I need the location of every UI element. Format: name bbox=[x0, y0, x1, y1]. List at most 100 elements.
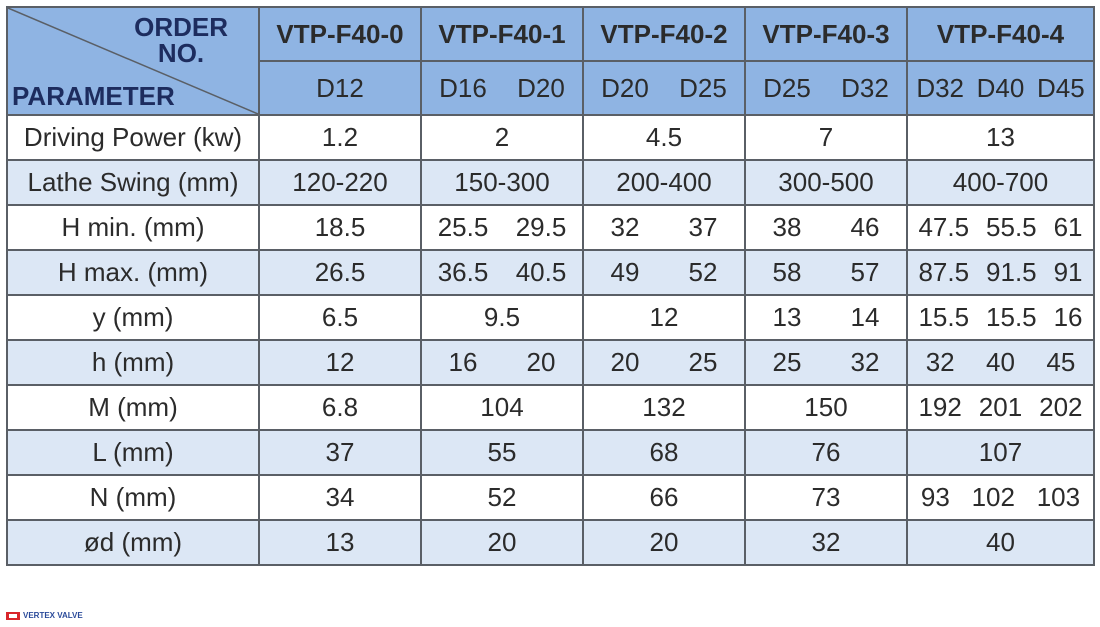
cell-value: 20 bbox=[649, 527, 679, 557]
cell-values: 38 46 bbox=[747, 212, 905, 243]
cell-value: 120-220 bbox=[292, 167, 388, 197]
cell-values: 40 bbox=[909, 527, 1092, 558]
cell-values: 20 25 bbox=[585, 347, 743, 378]
cell-value: 16 bbox=[448, 347, 478, 377]
cell-value: 52 bbox=[688, 257, 718, 287]
cell-value: 49 bbox=[610, 257, 640, 287]
cell-value: 25 bbox=[772, 347, 802, 377]
data-cell: 7 bbox=[744, 114, 908, 161]
cell-value: 32 bbox=[811, 527, 841, 557]
data-cell: 15.5 15.5 16 bbox=[906, 294, 1095, 341]
cell-value: 73 bbox=[811, 482, 841, 512]
cell-value: 58 bbox=[772, 257, 802, 287]
cell-values: 120-220 bbox=[261, 167, 419, 198]
logo-text: VERTEX VALVE bbox=[23, 611, 83, 620]
cell-value: 107 bbox=[978, 437, 1023, 467]
cell-values: 16 20 bbox=[423, 347, 581, 378]
row-label: ød (mm) bbox=[6, 519, 260, 566]
data-cell: 300-500 bbox=[744, 159, 908, 206]
data-cell: 13 14 bbox=[744, 294, 908, 341]
cell-values: 34 bbox=[261, 482, 419, 513]
cell-value: 47.5 bbox=[918, 212, 970, 242]
data-row: H max. (mm) 26.5 36.5 40.5 49 52 58 57 87.5 91.5 9… bbox=[6, 249, 1095, 296]
cell-value: 150 bbox=[804, 392, 848, 422]
data-cell: 36.5 40.5 bbox=[420, 249, 584, 296]
data-cell: 73 bbox=[744, 474, 908, 521]
size-cell: D32 D40 D45 bbox=[906, 60, 1095, 116]
cell-value: 13 bbox=[772, 302, 802, 332]
cell-values: 73 bbox=[747, 482, 905, 513]
cell-value: 76 bbox=[811, 437, 841, 467]
data-cell: 87.5 91.5 91 bbox=[906, 249, 1095, 296]
cell-value: 87.5 bbox=[918, 257, 970, 287]
cell-value: 103 bbox=[1036, 482, 1081, 512]
data-cell: 25 32 bbox=[744, 339, 908, 386]
corner-cell: ORDER NO. PARAMETER bbox=[6, 6, 260, 116]
cell-values: 37 bbox=[261, 437, 419, 468]
cell-value: 7 bbox=[818, 122, 834, 152]
data-cell: 68 bbox=[582, 429, 746, 476]
cell-value: 45 bbox=[1046, 347, 1076, 377]
data-cell: 37 bbox=[258, 429, 422, 476]
cell-value: 20 bbox=[526, 347, 556, 377]
cell-value: 91.5 bbox=[986, 257, 1037, 287]
cell-value: 192 bbox=[918, 392, 962, 422]
cell-values: 13 bbox=[909, 122, 1092, 153]
cell-values: 68 bbox=[585, 437, 743, 468]
data-cell: 93 102 103 bbox=[906, 474, 1095, 521]
cell-values: 12 bbox=[261, 347, 419, 378]
data-row: H min. (mm) 18.5 25.5 29.5 32 37 38 46 47.5 55.5 6… bbox=[6, 204, 1095, 251]
cell-value: D20 bbox=[517, 72, 565, 103]
cell-values: 25.5 29.5 bbox=[423, 212, 581, 243]
row-label: N (mm) bbox=[6, 474, 260, 521]
cell-values: 300-500 bbox=[747, 167, 905, 198]
cell-value: 18.5 bbox=[314, 212, 366, 242]
cell-values: 107 bbox=[909, 437, 1092, 468]
cell-value: 12 bbox=[649, 302, 679, 332]
cell-value: 55.5 bbox=[986, 212, 1037, 242]
cell-values: 7 bbox=[747, 122, 905, 153]
data-cell: 52 bbox=[420, 474, 584, 521]
cell-value: 32 bbox=[610, 212, 640, 242]
spec-table: ORDER NO. PARAMETER VTP-F40-0 VTP-F40-1 VTP-F… bbox=[6, 6, 1095, 566]
data-cell: 58 57 bbox=[744, 249, 908, 296]
cell-value: 400-700 bbox=[952, 167, 1049, 197]
data-cell: 18.5 bbox=[258, 204, 422, 251]
cell-values: 13 14 bbox=[747, 302, 905, 333]
data-cell: 55 bbox=[420, 429, 584, 476]
size-cell: D16 D20 bbox=[420, 60, 584, 116]
data-cell: 6.8 bbox=[258, 384, 422, 431]
cell-value: 26.5 bbox=[314, 257, 366, 287]
data-cell: 20 bbox=[582, 519, 746, 566]
cell-value: 40.5 bbox=[515, 257, 567, 287]
cell-value: 16 bbox=[1053, 302, 1083, 332]
cell-values: 150 bbox=[747, 392, 905, 423]
cell-value: 2 bbox=[494, 122, 510, 152]
row-label: L (mm) bbox=[6, 429, 260, 476]
data-cell: 4.5 bbox=[582, 114, 746, 161]
cell-values: 200-400 bbox=[585, 167, 743, 198]
data-cell: 26.5 bbox=[258, 249, 422, 296]
cell-value: 104 bbox=[480, 392, 524, 422]
data-cell: 13 bbox=[258, 519, 422, 566]
cell-values: D12 bbox=[261, 73, 419, 104]
cell-value: 13 bbox=[325, 527, 355, 557]
row-label: M (mm) bbox=[6, 384, 260, 431]
data-cell: 107 bbox=[906, 429, 1095, 476]
cell-value: 46 bbox=[850, 212, 880, 242]
data-cell: 38 46 bbox=[744, 204, 908, 251]
cell-value: 32 bbox=[850, 347, 880, 377]
cell-values: 104 bbox=[423, 392, 581, 423]
cell-value: D40 bbox=[976, 72, 1025, 103]
cell-value: 34 bbox=[325, 482, 355, 512]
cell-value: 15.5 bbox=[986, 302, 1037, 332]
cell-value: 300-500 bbox=[778, 167, 874, 197]
cell-values: 49 52 bbox=[585, 257, 743, 288]
order-text: ORDER bbox=[134, 12, 228, 42]
cell-values: D20 D25 bbox=[585, 73, 743, 104]
data-cell: 104 bbox=[420, 384, 584, 431]
diagonal bbox=[9, 9, 257, 113]
cell-value: 6.8 bbox=[321, 392, 359, 422]
data-cell: 32 37 bbox=[582, 204, 746, 251]
